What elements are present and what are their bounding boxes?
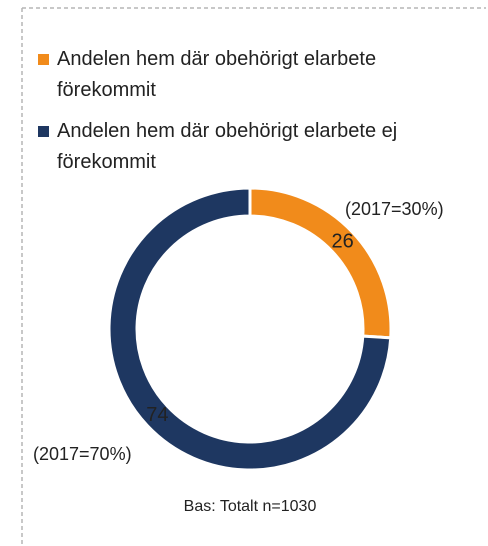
donut-slice xyxy=(107,186,393,472)
legend-label: Andelen hem där obehörigt elarbete förek… xyxy=(57,48,377,101)
data-label: 74 xyxy=(146,404,168,426)
legend-swatch xyxy=(38,126,49,137)
data-label: 26 xyxy=(331,230,353,252)
annotation: (2017=30%) xyxy=(345,199,444,219)
legend-swatch xyxy=(38,54,49,65)
legend-item: Andelen hem där obehörigt elarbete ej fö… xyxy=(38,116,468,178)
legend-item: Andelen hem där obehörigt elarbete förek… xyxy=(38,44,468,106)
legend-label: Andelen hem där obehörigt elarbete ej fö… xyxy=(57,120,398,173)
annotation: (2017=70%) xyxy=(33,444,132,464)
legend: Andelen hem där obehörigt elarbete förek… xyxy=(38,44,468,188)
footnote: Bas: Totalt n=1030 xyxy=(184,498,317,515)
